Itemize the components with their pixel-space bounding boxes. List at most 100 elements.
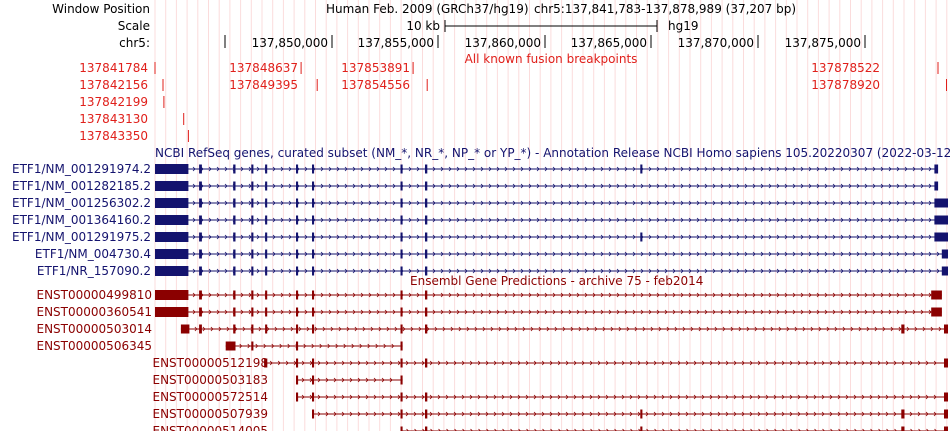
gene-name-label[interactable]: ENST00000360541 xyxy=(37,305,153,319)
fusion-track-title[interactable]: All known fusion breakpoints xyxy=(465,52,638,66)
gene-name-label[interactable]: ETF1/NM_001291974.2 xyxy=(12,162,151,176)
gene-row[interactable]: ENST00000503183 xyxy=(153,373,403,387)
exon-block[interactable] xyxy=(941,266,948,276)
exon-block[interactable] xyxy=(400,375,403,385)
exon-block[interactable] xyxy=(944,324,948,334)
gene-row[interactable]: ENST00000507939 xyxy=(153,407,949,421)
exon-block[interactable] xyxy=(312,307,315,317)
gene-name-label[interactable]: ETF1/NM_004730.4 xyxy=(35,247,151,261)
exon-block[interactable] xyxy=(199,324,202,334)
exon-block[interactable] xyxy=(312,198,315,208)
exon-block[interactable] xyxy=(312,266,315,276)
ensembl-genes-track[interactable]: ENST00000499810 ENST00000360541 ENST000005… xyxy=(37,288,949,431)
fusion-breakpoints-track[interactable]: 137841784 137842156 137842199 137843130 1378… xyxy=(79,61,947,143)
gene-name-label[interactable]: ENST00000506345 xyxy=(37,339,153,353)
fusion-breakpoint-label[interactable]: 137849395 xyxy=(229,78,298,92)
refseq-track-title[interactable]: NCBI RefSeq genes, curated subset (NM_*,… xyxy=(155,146,950,160)
exon-block[interactable] xyxy=(934,164,939,174)
gene-row[interactable]: ETF1/NM_001282185.2 xyxy=(12,179,939,193)
exon-block[interactable] xyxy=(296,341,299,351)
exon-block[interactable] xyxy=(400,215,403,225)
exon-block[interactable] xyxy=(934,181,939,191)
gene-row[interactable]: ENST00000503014 xyxy=(37,322,949,336)
exon-block[interactable] xyxy=(425,181,428,191)
gene-row[interactable]: ETF1/NM_001291975.2 xyxy=(12,230,948,244)
exon-block[interactable] xyxy=(931,307,942,317)
exon-block[interactable] xyxy=(901,426,905,431)
gene-name-label[interactable]: ETF1/NM_001256302.2 xyxy=(12,196,151,210)
exon-block[interactable] xyxy=(425,164,428,174)
exon-block[interactable] xyxy=(400,249,403,259)
exon-block[interactable] xyxy=(312,392,315,402)
exon-block[interactable] xyxy=(425,215,428,225)
gene-row[interactable]: ETF1/NM_004730.4 xyxy=(35,247,948,261)
exon-block[interactable] xyxy=(296,164,299,174)
gene-name-label[interactable]: ETF1/NM_001282185.2 xyxy=(12,179,151,193)
exon-block[interactable] xyxy=(264,358,268,368)
exon-block[interactable] xyxy=(400,409,403,419)
ensembl-track-title[interactable]: Ensembl Gene Predictions - archive 75 - … xyxy=(410,274,703,288)
fusion-breakpoint-label[interactable]: 137842199 xyxy=(79,95,148,109)
exon-block[interactable] xyxy=(251,249,254,259)
exon-block[interactable] xyxy=(265,198,268,208)
exon-block[interactable] xyxy=(199,181,202,191)
exon-block[interactable] xyxy=(233,324,236,334)
exon-block[interactable] xyxy=(425,358,428,368)
exon-block[interactable] xyxy=(312,249,315,259)
exon-block[interactable] xyxy=(934,198,948,208)
exon-block[interactable] xyxy=(640,232,643,242)
exon-block[interactable] xyxy=(251,290,254,300)
exon-block[interactable] xyxy=(944,426,948,431)
exon-block[interactable] xyxy=(400,198,403,208)
fusion-breakpoint-label[interactable]: 137843130 xyxy=(79,112,148,126)
gene-name-label[interactable]: ETF1/NR_157090.2 xyxy=(37,264,151,278)
exon-block[interactable] xyxy=(155,307,189,317)
gene-row[interactable]: ETF1/NM_001364160.2 xyxy=(12,213,948,227)
position-text[interactable]: chr5:137,841,783-137,878,989 (37,207 bp) xyxy=(534,2,796,16)
exon-block[interactable] xyxy=(265,324,268,334)
exon-block[interactable] xyxy=(640,426,643,431)
base-position-ruler[interactable]: 137,850,000 137,855,000 137,860,000 137,… xyxy=(224,35,866,50)
exon-block[interactable] xyxy=(312,232,315,242)
exon-block[interactable] xyxy=(296,181,299,191)
exon-block[interactable] xyxy=(265,249,268,259)
exon-block[interactable] xyxy=(312,409,315,419)
exon-block[interactable] xyxy=(934,215,948,225)
exon-block[interactable] xyxy=(296,290,299,300)
exon-block[interactable] xyxy=(296,375,299,385)
exon-block[interactable] xyxy=(400,164,403,174)
exon-block[interactable] xyxy=(934,232,948,242)
exon-block[interactable] xyxy=(425,324,428,334)
fusion-breakpoint-label[interactable]: 137853891 xyxy=(341,61,410,75)
exon-block[interactable] xyxy=(640,164,643,174)
exon-block[interactable] xyxy=(400,392,403,402)
exon-block[interactable] xyxy=(312,181,315,191)
exon-block[interactable] xyxy=(901,409,905,419)
gene-row[interactable]: ENST00000514005 xyxy=(153,424,949,431)
exon-block[interactable] xyxy=(251,232,254,242)
exon-block[interactable] xyxy=(155,198,189,208)
gene-row[interactable]: ETF1/NM_001256302.2 xyxy=(12,196,948,210)
exon-block[interactable] xyxy=(312,375,315,385)
exon-block[interactable] xyxy=(265,290,268,300)
exon-block[interactable] xyxy=(155,290,189,300)
gene-name-label[interactable]: ENST00000507939 xyxy=(153,407,269,421)
fusion-breakpoint-label[interactable]: 137841784 xyxy=(79,61,148,75)
exon-block[interactable] xyxy=(155,215,189,225)
exon-block[interactable] xyxy=(296,358,299,368)
exon-block[interactable] xyxy=(296,232,299,242)
exon-block[interactable] xyxy=(265,181,268,191)
exon-block[interactable] xyxy=(225,341,236,351)
exon-block[interactable] xyxy=(400,307,403,317)
exon-block[interactable] xyxy=(296,392,299,402)
exon-block[interactable] xyxy=(199,290,202,300)
exon-block[interactable] xyxy=(251,341,254,351)
exon-block[interactable] xyxy=(312,215,315,225)
exon-block[interactable] xyxy=(233,249,236,259)
exon-block[interactable] xyxy=(155,249,189,259)
exon-block[interactable] xyxy=(233,215,236,225)
exon-block[interactable] xyxy=(944,358,948,368)
exon-block[interactable] xyxy=(400,426,403,431)
gene-name-label[interactable]: ENST00000499810 xyxy=(37,288,153,302)
